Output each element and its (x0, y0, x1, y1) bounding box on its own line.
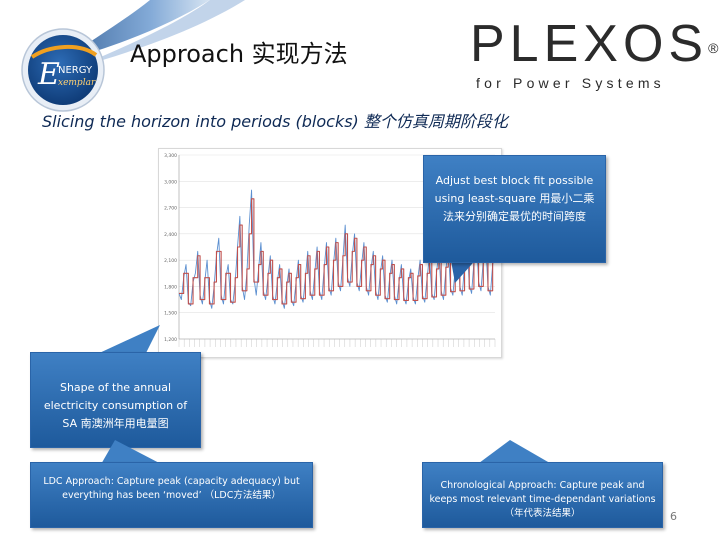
slide-subtitle: Slicing the horizon into periods (blocks… (42, 112, 508, 131)
y-tick-label: 3,300 (164, 153, 177, 159)
plexos-reg-mark: ® (708, 40, 719, 56)
callout-chronological-approach: Chronological Approach: Capture peak and… (422, 462, 663, 528)
y-tick-label: 1,200 (164, 337, 177, 343)
y-tick-label: 2,700 (164, 206, 177, 212)
callout-ldc-pointer (100, 440, 165, 466)
plexos-brand: PLEXOS® (470, 16, 718, 72)
plexos-brand-name: PLEXOS (470, 15, 709, 73)
series-line-block-fit (179, 198, 496, 305)
y-tick-label: 1,500 (164, 311, 177, 317)
y-tick-label: 2,400 (164, 232, 177, 238)
logo-text-main: NERGY (58, 65, 93, 76)
callout-annual-shape: Shape of the annual electricity consumpt… (30, 352, 201, 448)
slide-title: Approach 实现方法 (130, 40, 348, 68)
callout-best-fit: Adjust best block fit possible using lea… (423, 155, 606, 263)
callout-shape-pointer (95, 325, 160, 355)
callout-chrono-pointer (475, 440, 555, 466)
plexos-tagline: for Power Systems (476, 75, 665, 91)
energy-exemplar-logo: E NERGY xemplar (21, 28, 105, 112)
logo-letter: E (37, 57, 60, 92)
page-number: 6 (670, 510, 677, 523)
consumption-chart-svg: 1,200 1,500 1,800 2,100 2,400 2,700 3,000 3,300 (164, 153, 496, 347)
callout-ldc-approach: LDC Approach: Capture peak (capacity ade… (30, 462, 313, 528)
y-tick-label: 3,000 (164, 179, 177, 185)
y-tick-label: 2,100 (164, 258, 177, 264)
y-tick-label: 1,800 (164, 284, 177, 290)
logo-text-sub: xemplar (58, 78, 96, 88)
